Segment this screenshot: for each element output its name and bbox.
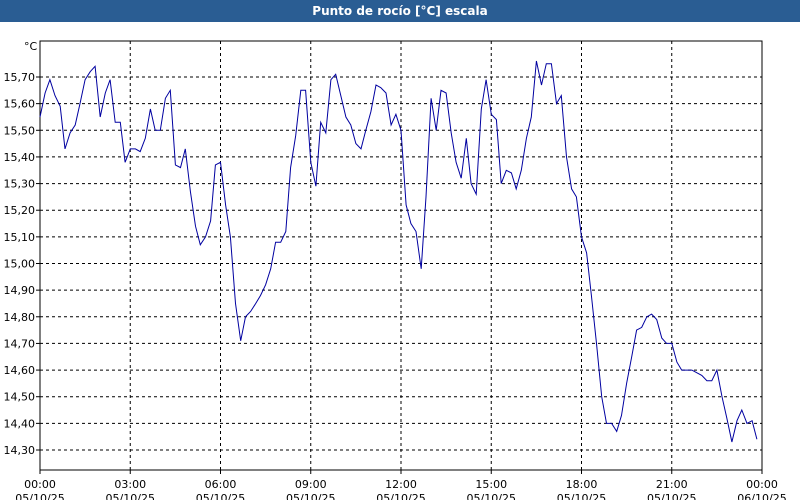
y-tick-label: 15,30 [4,178,36,191]
x-tick-date: 05/10/25 [467,492,516,500]
y-tick-label: 14,30 [4,444,36,457]
y-tick-label: 15,10 [4,231,36,244]
y-tick-label: 15,50 [4,124,36,137]
y-tick-label: 14,90 [4,284,36,297]
x-tick-time: 00:00 [24,478,56,491]
x-tick-time: 09:00 [295,478,327,491]
x-tick-date: 06/10/25 [737,492,786,500]
y-tick-label: 15,40 [4,151,36,164]
x-tick-date: 05/10/25 [286,492,335,500]
plot-frame [39,40,763,471]
x-tick-date: 05/10/25 [15,492,64,500]
grid-lines [40,41,762,470]
chart-title: Punto de rocío [°C] escala [0,0,800,22]
y-axis-ticks: 15,70 15,60 15,50 15,40 15,30 15,20 15,10 15,00… [4,71,40,457]
x-tick-time: 21:00 [656,478,688,491]
chart-canvas: 15,70 15,60 15,50 15,40 15,30 15,20 15,10 15,00… [4,40,787,500]
x-tick-time: 12:00 [385,478,417,491]
x-axis-ticks: 00:0005/10/2503:0005/10/2506:0005/10/250… [15,470,787,500]
y-tick-label: 14,40 [4,417,36,430]
series-line [39,60,758,443]
x-tick-time: 00:00 [746,478,778,491]
x-tick-date: 05/10/25 [376,492,425,500]
y-tick-label: 14,60 [4,364,36,377]
x-tick-date: 05/10/25 [557,492,606,500]
x-tick-date: 05/10/25 [106,492,155,500]
y-tick-label: 15,70 [4,71,36,84]
x-tick-date: 05/10/25 [647,492,696,500]
y-tick-label: 14,70 [4,337,36,350]
x-tick-time: 03:00 [114,478,146,491]
y-tick-label: 15,00 [4,258,36,271]
y-axis-unit: °C [24,40,38,53]
y-tick-label: 14,80 [4,311,36,324]
x-tick-time: 18:00 [566,478,598,491]
y-tick-label: 15,60 [4,98,36,111]
y-tick-label: 14,50 [4,391,36,404]
x-tick-time: 06:00 [205,478,237,491]
x-tick-time: 15:00 [475,478,507,491]
y-tick-label: 15,20 [4,204,36,217]
x-tick-date: 05/10/25 [196,492,245,500]
